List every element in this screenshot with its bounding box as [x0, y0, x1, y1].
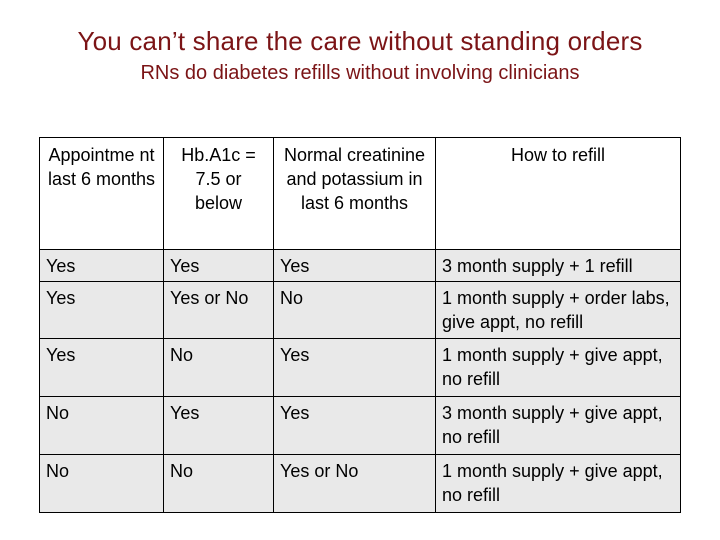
header-how-to-refill: How to refill: [435, 137, 681, 250]
cell-labs: Yes: [273, 249, 436, 282]
cell-hba1c: Yes or No: [163, 280, 274, 340]
cell-hba1c: Yes: [163, 249, 274, 282]
cell-appointment: Yes: [39, 249, 164, 282]
cell-refill: 1 month supply + give appt, no refill: [435, 454, 681, 513]
refill-criteria-table: Appointme nt last 6 months Hb.A1c = 7.5 …: [39, 137, 681, 513]
cell-refill: 3 month supply + give appt, no refill: [435, 396, 681, 456]
header-creatinine-potassium: Normal creatinine and potassium in last …: [273, 137, 436, 250]
cell-refill: 1 month supply + give appt, no refill: [435, 338, 681, 398]
cell-hba1c: Yes: [163, 396, 274, 456]
table-row: No Yes Yes 3 month supply + give appt, n…: [39, 396, 681, 456]
cell-appointment: Yes: [39, 338, 164, 398]
cell-hba1c: No: [163, 338, 274, 398]
cell-refill: 3 month supply + 1 refill: [435, 249, 681, 282]
table-row: No No Yes or No 1 month supply + give ap…: [39, 454, 681, 513]
header-appointment: Appointme nt last 6 months: [39, 137, 164, 250]
cell-appointment: No: [39, 396, 164, 456]
cell-labs: Yes: [273, 338, 436, 398]
cell-appointment: Yes: [39, 280, 164, 340]
cell-labs: Yes or No: [273, 454, 436, 513]
cell-appointment: No: [39, 454, 164, 513]
table-row: Yes Yes or No No 1 month supply + order …: [39, 280, 681, 340]
cell-labs: No: [273, 280, 436, 340]
table-header-row: Appointme nt last 6 months Hb.A1c = 7.5 …: [39, 137, 681, 250]
cell-labs: Yes: [273, 396, 436, 456]
cell-refill: 1 month supply + order labs, give appt, …: [435, 280, 681, 340]
slide-subtitle: RNs do diabetes refills without involvin…: [140, 62, 580, 84]
slide-title: You can’t share the care without standin…: [77, 26, 643, 56]
cell-hba1c: No: [163, 454, 274, 513]
table-row: Yes No Yes 1 month supply + give appt, n…: [39, 338, 681, 398]
header-hba1c: Hb.A1c = 7.5 or below: [163, 137, 274, 250]
table-row: Yes Yes Yes 3 month supply + 1 refill: [39, 249, 681, 282]
